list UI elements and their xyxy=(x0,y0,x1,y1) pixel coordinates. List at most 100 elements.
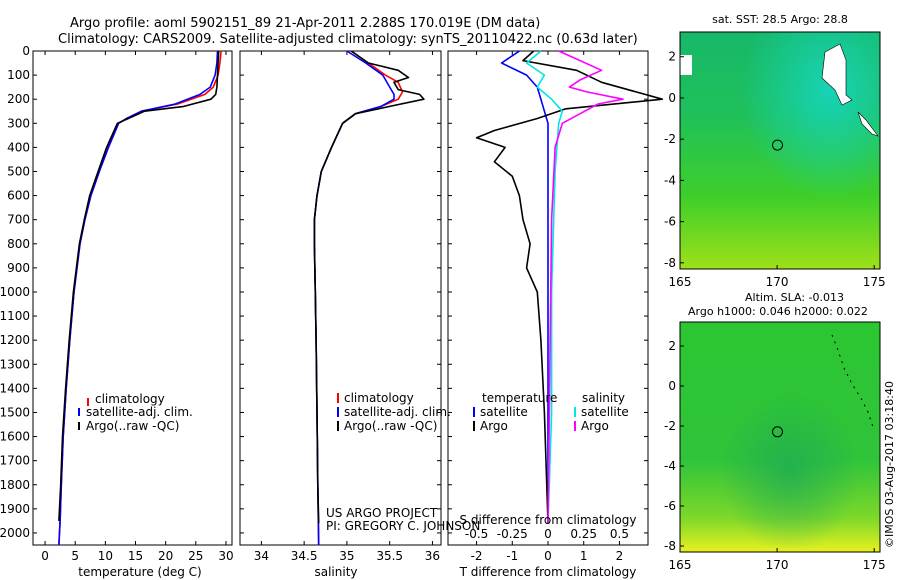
top-tick-label: 0 xyxy=(544,527,552,541)
x-tick-label: 36 xyxy=(425,549,440,563)
y-tick-label: 1700 xyxy=(0,454,30,468)
legend-label-sal-satellite: satellite xyxy=(581,405,629,419)
legend-label-climatology: climatology xyxy=(344,391,414,405)
header-line-1: Argo profile: aoml 5902151_89 21-Apr-201… xyxy=(70,16,540,31)
y-tick-label: 600 xyxy=(7,189,30,203)
y-tick-label: 900 xyxy=(7,261,30,275)
map-y-tick-label: -6 xyxy=(664,215,676,229)
y-tick-label: 1100 xyxy=(0,309,30,323)
y-tick-label: 800 xyxy=(7,237,30,251)
salinity-xlabel: salinity xyxy=(314,565,357,579)
salinity-ticks: 34 34.5 35 35.5 36 xyxy=(240,50,441,563)
legend-label-climatology: climatology xyxy=(95,392,165,406)
x-tick-label: -1 xyxy=(506,549,518,563)
x-tick-label: 0 xyxy=(544,549,552,563)
x-tick-label: 34 xyxy=(254,549,269,563)
y-tick-label: 0 xyxy=(22,44,30,58)
map-y-tick-label: -8 xyxy=(664,539,676,553)
sla-float-position-marker xyxy=(772,426,783,438)
salinity-legend: climatology satellite-adj. clim. Argo(..… xyxy=(337,391,451,433)
y-tick-label: 100 xyxy=(7,68,30,82)
temperature-axes-box xyxy=(32,50,233,546)
y-tick-label: 1000 xyxy=(0,285,30,299)
series-line-satellite-adj-clim- xyxy=(313,50,395,546)
difference-top-title: S difference from climatology xyxy=(460,513,637,527)
series-line-temperature-satellite xyxy=(500,50,549,524)
sla-map-title: Altim. SLA: -0.013 xyxy=(745,291,844,304)
map-x-tick-label: 175 xyxy=(863,558,886,572)
x-tick-label: 2 xyxy=(616,549,624,563)
sla-map-panel: Altim. SLA: -0.013 Argo h1000: 0.046 h20… xyxy=(664,291,886,572)
sst-warm-pool-shading xyxy=(680,32,880,269)
legend-label-temp-argo: Argo xyxy=(480,419,508,433)
series-line-temperature-argo xyxy=(475,50,664,524)
map-y-tick-label: -8 xyxy=(664,256,676,270)
y-tick-label: 1800 xyxy=(0,478,30,492)
series-line-climatology xyxy=(313,50,404,546)
map-x-tick-label: 165 xyxy=(669,558,692,572)
map-x-tick-label: 170 xyxy=(766,275,789,289)
map-x-tick-label: 165 xyxy=(669,275,692,289)
difference-legend: temperature salinity satellite Argo sate… xyxy=(473,391,629,433)
y-tick-label: 1200 xyxy=(0,333,30,347)
series-line-argo-raw-qc- xyxy=(313,50,425,524)
map-y-tick-label: -6 xyxy=(664,499,676,513)
y-tick-label: 200 xyxy=(7,92,30,106)
legend-label-satellite: satellite-adj. clim. xyxy=(344,405,451,419)
series-line-salinity-satellite xyxy=(525,50,564,524)
y-tick-label: 1300 xyxy=(0,357,30,371)
sla-coastline xyxy=(831,334,875,431)
sst-island-mask xyxy=(821,43,853,106)
sst-float-position-marker xyxy=(772,139,783,151)
sst-island-mask-2 xyxy=(857,111,879,137)
x-tick-label: -2 xyxy=(471,549,483,563)
x-tick-label: 0 xyxy=(41,549,49,563)
sst-missing-data-patch xyxy=(680,55,692,75)
map-y-tick-label: -2 xyxy=(664,419,676,433)
legend-label-argo: Argo(..raw -QC) xyxy=(344,419,437,433)
sst-map-box xyxy=(679,31,881,270)
y-tick-label: 1500 xyxy=(0,405,30,419)
y-tick-label: 300 xyxy=(7,116,30,130)
legend-label-satellite: satellite-adj. clim. xyxy=(86,405,193,419)
x-tick-label: 30 xyxy=(218,549,233,563)
x-tick-label: 20 xyxy=(158,549,173,563)
legend-label-sal-argo: Argo xyxy=(581,419,609,433)
map-x-tick-label: 175 xyxy=(863,275,886,289)
sst-map-title: sat. SST: 28.5 Argo: 28.8 xyxy=(712,13,848,26)
y-tick-label: 1600 xyxy=(0,430,30,444)
x-tick-label: 35 xyxy=(339,549,354,563)
sla-map-box xyxy=(679,321,881,553)
map-y-tick-label: 2 xyxy=(668,339,676,353)
y-tick-label: 700 xyxy=(7,213,30,227)
temperature-legend: climatology satellite-adj. clim. Argo(..… xyxy=(78,392,193,433)
map-y-tick-label: 0 xyxy=(668,379,676,393)
top-tick-label: -0.25 xyxy=(497,527,528,541)
salinity-axes-box xyxy=(239,50,442,546)
header-line-2: Climatology: CARS2009. Satellite-adjuste… xyxy=(58,32,638,47)
difference-ticks: -2 -1 0 1 2 -0.5 -0.25 0 0.25 0.5 xyxy=(448,50,648,563)
map-x-tick-label: 170 xyxy=(766,558,789,572)
x-tick-label: 5 xyxy=(71,549,79,563)
y-tick-label: 2000 xyxy=(0,526,30,540)
x-tick-label: 34.5 xyxy=(291,549,318,563)
map-y-tick-label: 2 xyxy=(668,50,676,64)
x-tick-label: 15 xyxy=(128,549,143,563)
sst-map-panel: sat. SST: 28.5 Argo: 28.8 165 170 175 2 0 -2 -… xyxy=(664,13,886,289)
sla-low-shading xyxy=(680,322,880,552)
temperature-ticks: 0 5 10 15 20 25 300100200300400500600700800900… xyxy=(0,44,234,563)
map-y-tick-label: 0 xyxy=(668,91,676,105)
y-tick-label: 1400 xyxy=(0,381,30,395)
y-tick-label: 500 xyxy=(7,164,30,178)
map-y-tick-label: -4 xyxy=(664,459,676,473)
top-tick-label: -0.5 xyxy=(465,527,488,541)
legend-label-temp-satellite: satellite xyxy=(480,405,528,419)
y-tick-label: 400 xyxy=(7,140,30,154)
series-line-argo-raw-qc- xyxy=(58,50,220,521)
top-tick-label: 0.5 xyxy=(610,527,629,541)
map-y-tick-label: -2 xyxy=(664,132,676,146)
temperature-profile-panel: 0 5 10 15 20 25 300100200300400500600700800900… xyxy=(0,44,234,579)
difference-xlabel: T difference from climatology xyxy=(459,565,637,579)
salinity-profile-panel: 34 34.5 35 35.5 36 salinity climatology sate… xyxy=(239,50,480,579)
